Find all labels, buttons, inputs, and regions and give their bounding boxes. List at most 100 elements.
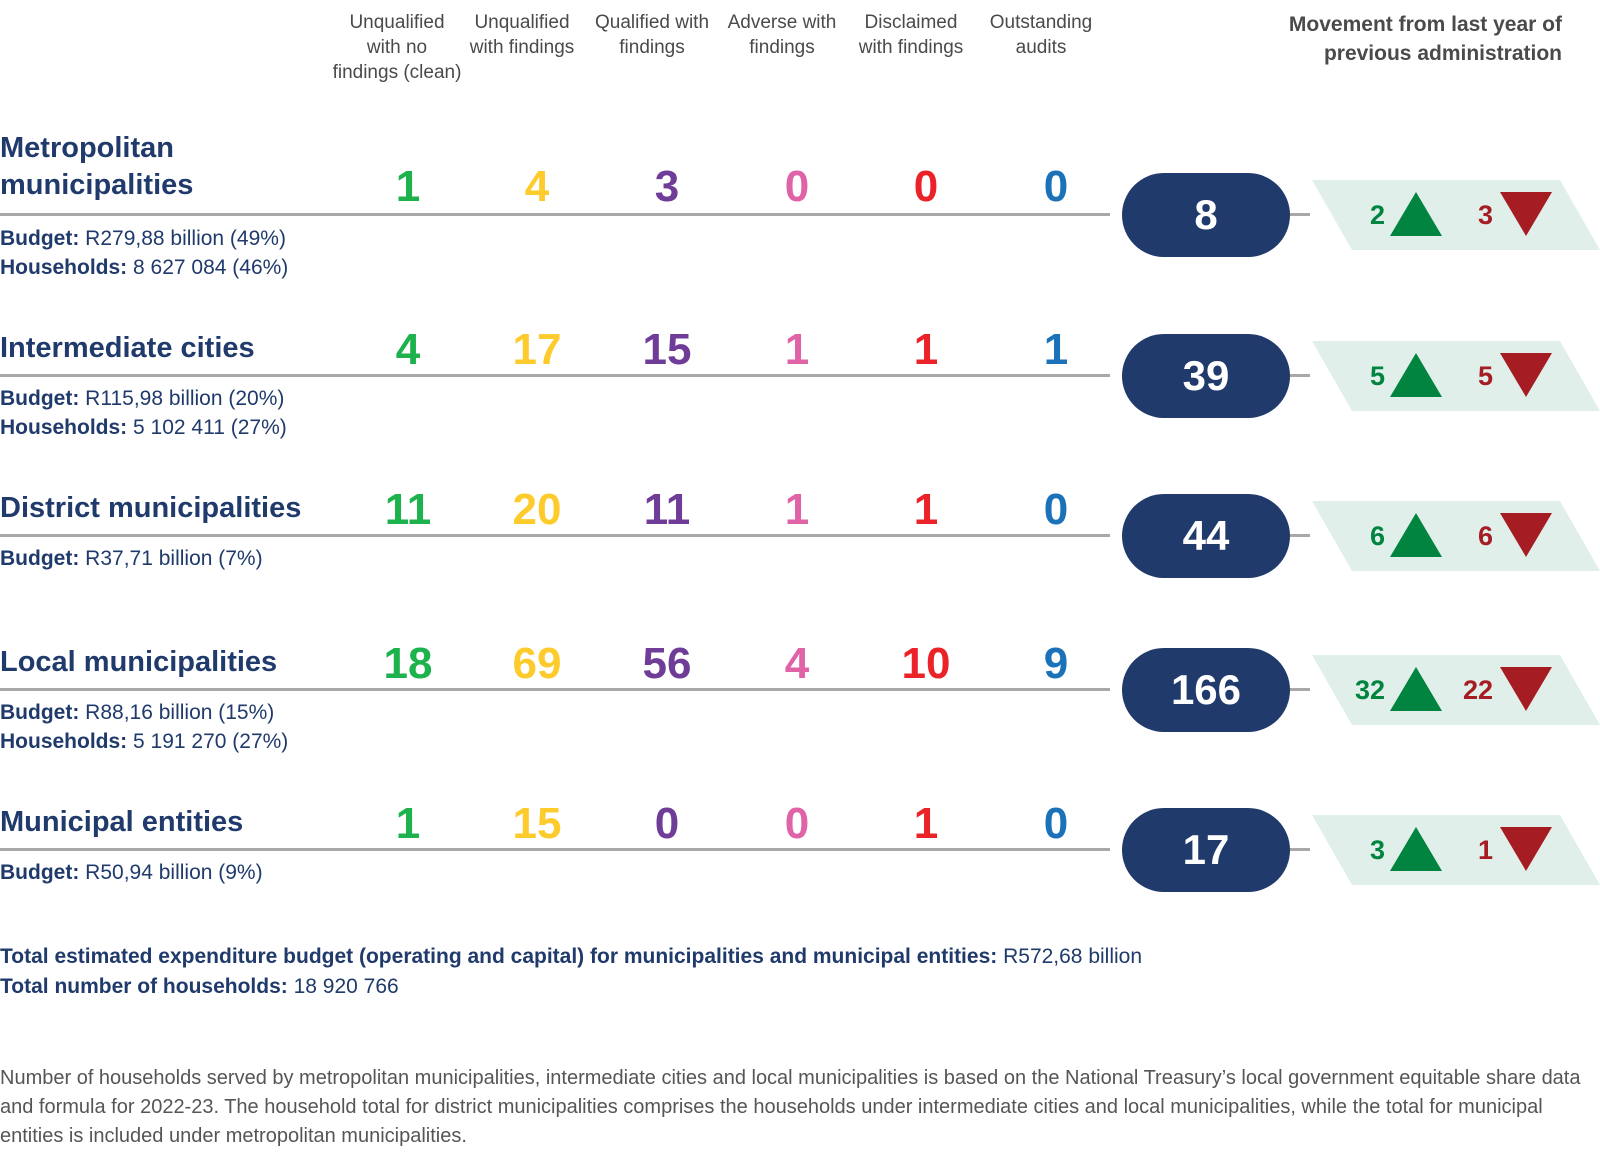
- movement-up-count: 3: [1369, 835, 1385, 865]
- value-clean: 11: [384, 485, 432, 534]
- movement-up-count: 2: [1369, 200, 1385, 230]
- movement-down-count: 6: [1477, 521, 1493, 551]
- households-label: Households:: [0, 256, 128, 279]
- budget-label: Budget:: [0, 387, 80, 410]
- total-budget-label: Total estimated expenditure budget (oper…: [0, 945, 998, 968]
- total-badge: 44: [1122, 494, 1290, 578]
- value-disclaimed: 0: [913, 162, 939, 211]
- arrow-down-icon: [1500, 827, 1552, 871]
- budget-value: R279,88 billion (49%): [85, 227, 286, 250]
- value-outstanding: 9: [1043, 639, 1069, 688]
- column-header-adverse: Adverse with findings: [727, 12, 837, 58]
- column-header-qualified: Qualified with findings: [594, 12, 710, 58]
- budget-value: R115,98 billion (20%): [85, 387, 285, 410]
- column-header-clean: Unqualified with no findings (clean): [332, 12, 462, 83]
- total-badge: 17: [1122, 808, 1290, 892]
- movement-band: 32 22: [1312, 655, 1600, 725]
- arrow-up-icon: [1390, 513, 1442, 557]
- value-qualified: 56: [642, 639, 692, 688]
- row-title: District municipalities: [0, 492, 302, 524]
- movement-up-count: 5: [1369, 361, 1385, 391]
- totals: Total estimated expenditure budget (oper…: [0, 942, 1142, 1002]
- arrow-up-icon: [1390, 353, 1442, 397]
- value-qualified: 0: [654, 799, 680, 848]
- divider: [0, 848, 1110, 851]
- value-adverse: 4: [784, 639, 810, 688]
- arrow-up-icon: [1390, 192, 1442, 236]
- movement-down-count: 3: [1477, 200, 1493, 230]
- value-adverse: 0: [784, 799, 810, 848]
- arrow-down-icon: [1500, 667, 1552, 711]
- arrow-up-icon: [1390, 827, 1442, 871]
- arrow-down-icon: [1500, 513, 1552, 557]
- movement-up-count: 32: [1354, 675, 1385, 705]
- row-info: Budget: R37,71 billion (7%): [0, 544, 263, 573]
- column-header-disclaimed: Disclaimed with findings: [858, 12, 964, 58]
- budget-label: Budget:: [0, 227, 80, 250]
- value-clean: 1: [395, 799, 421, 848]
- movement-band: 5 5: [1312, 341, 1600, 411]
- row-info: Budget: R88,16 billion (15%) Households:…: [0, 698, 288, 756]
- value-unqualified-findings: 17: [512, 325, 562, 374]
- row-title: Metropolitan municipalities: [0, 132, 194, 201]
- budget-value: R88,16 billion (15%): [85, 701, 275, 724]
- value-unqualified-findings: 15: [512, 799, 562, 848]
- movement-band: 2 3: [1312, 180, 1600, 250]
- movement-down-count: 5: [1477, 361, 1493, 391]
- value-disclaimed: 1: [913, 799, 939, 848]
- movement-band: 3 1: [1312, 815, 1600, 885]
- row-info: Budget: R50,94 billion (9%): [0, 858, 263, 887]
- divider: [0, 688, 1110, 691]
- divider: [0, 213, 1110, 216]
- arrow-down-icon: [1500, 353, 1552, 397]
- value-outstanding: 0: [1043, 799, 1069, 848]
- row-title: Municipal entities: [0, 806, 244, 838]
- arrow-down-icon: [1500, 192, 1552, 236]
- budget-label: Budget:: [0, 861, 80, 884]
- budget-value: R37,71 billion (7%): [85, 547, 263, 570]
- value-adverse: 1: [784, 325, 810, 374]
- budget-value: R50,94 billion (9%): [85, 861, 263, 884]
- movement-down-count: 1: [1477, 835, 1493, 865]
- total-badge: 8: [1122, 173, 1290, 257]
- value-disclaimed: 10: [901, 639, 951, 688]
- value-adverse: 0: [784, 162, 810, 211]
- value-qualified: 3: [654, 162, 680, 211]
- movement-header: Movement from last year of previous admi…: [1288, 13, 1562, 65]
- total-badge: 166: [1122, 648, 1290, 732]
- row-title: Local municipalities: [0, 646, 278, 678]
- divider: [0, 534, 1110, 537]
- row-info: Budget: R115,98 billion (20%) Households…: [0, 384, 287, 442]
- value-unqualified-findings: 69: [512, 639, 562, 688]
- arrow-up-icon: [1390, 667, 1442, 711]
- households-value: 5 191 270 (27%): [133, 730, 289, 753]
- budget-label: Budget:: [0, 701, 80, 724]
- movement-down-count: 22: [1462, 675, 1493, 705]
- value-unqualified-findings: 20: [512, 485, 562, 534]
- movement-up-count: 6: [1369, 521, 1385, 551]
- households-value: 5 102 411 (27%): [133, 416, 287, 439]
- value-outstanding: 0: [1043, 162, 1069, 211]
- total-budget-value: R572,68 billion: [1003, 945, 1143, 968]
- value-unqualified-findings: 4: [524, 162, 550, 211]
- footnote: Number of households served by metropoli…: [0, 1067, 1581, 1147]
- value-outstanding: 0: [1043, 485, 1069, 534]
- total-badge: 39: [1122, 334, 1290, 418]
- value-disclaimed: 1: [913, 325, 939, 374]
- total-households-label: Total number of households:: [0, 975, 288, 998]
- value-qualified: 15: [642, 325, 692, 374]
- movement-band: 6 6: [1312, 501, 1600, 571]
- column-header-unqualified-findings: Unqualified with findings: [469, 12, 575, 58]
- row-title: Intermediate cities: [0, 332, 255, 364]
- value-disclaimed: 1: [913, 485, 939, 534]
- budget-label: Budget:: [0, 547, 80, 570]
- value-clean: 4: [395, 325, 421, 374]
- value-outstanding: 1: [1043, 325, 1069, 374]
- total-households-value: 18 920 766: [293, 975, 399, 998]
- divider: [0, 374, 1110, 377]
- value-clean: 1: [395, 162, 421, 211]
- households-label: Households:: [0, 416, 128, 439]
- value-qualified: 11: [643, 485, 691, 534]
- households-value: 8 627 084 (46%): [133, 256, 289, 279]
- column-header-outstanding: Outstanding audits: [989, 12, 1093, 58]
